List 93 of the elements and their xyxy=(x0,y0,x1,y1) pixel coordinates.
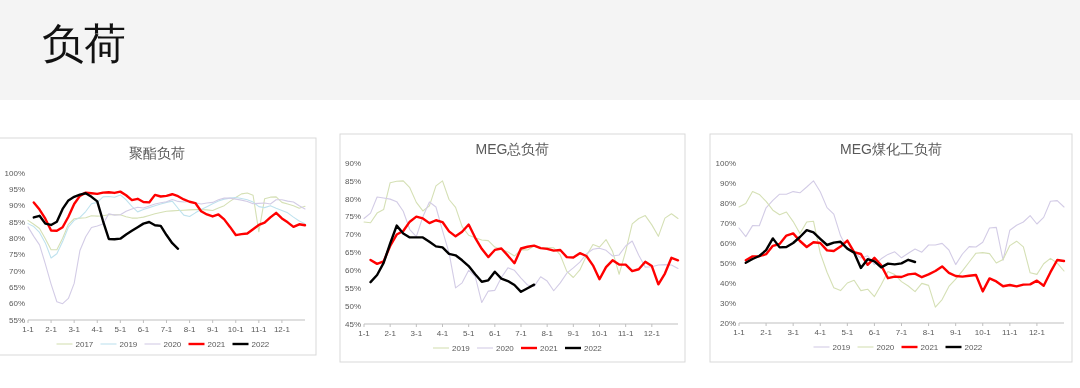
x-tick-label: 11-1 xyxy=(617,329,634,338)
y-tick-label: 90% xyxy=(719,178,736,188)
y-tick-label: 60% xyxy=(344,266,361,276)
y-tick-label: 80% xyxy=(344,194,361,204)
x-tick-label: 1-1 xyxy=(358,329,371,338)
y-tick-label: 65% xyxy=(344,248,361,258)
y-tick-label: 60% xyxy=(719,238,736,248)
y-tick-label: 45% xyxy=(344,319,361,329)
legend-label: 2021 xyxy=(207,340,226,349)
y-tick-label: 85% xyxy=(344,176,361,186)
line-series xyxy=(738,191,1065,308)
x-tick-label: 8-1 xyxy=(183,325,196,334)
legend-label: 2019 xyxy=(832,343,851,352)
y-tick-label: 80% xyxy=(719,198,736,208)
x-tick-label: 8-1 xyxy=(922,328,935,337)
text: 负荷 xyxy=(42,20,126,67)
y-tick-label: 50% xyxy=(344,301,361,311)
chart-title: 聚酯负荷 xyxy=(129,145,185,161)
y-tick-label: 85% xyxy=(8,217,25,227)
x-tick-label: 7-1 xyxy=(515,329,528,338)
legend-label: 2020 xyxy=(496,344,515,353)
x-tick-label: 4-1 xyxy=(91,325,104,334)
x-tick-label: 1-1 xyxy=(733,328,746,337)
x-tick-label: 10-1 xyxy=(974,328,992,337)
x-tick-label: 8-1 xyxy=(541,329,554,338)
x-tick-label: 11-1 xyxy=(251,325,268,334)
y-tick-label: 70% xyxy=(719,218,736,228)
x-tick-label: 2-1 xyxy=(45,325,58,334)
x-tick-label: 10-1 xyxy=(591,329,609,338)
y-tick-label: 90% xyxy=(8,201,25,211)
x-tick-label: 7-1 xyxy=(160,325,173,334)
x-tick-label: 10-1 xyxy=(227,325,245,334)
y-tick-label: 80% xyxy=(8,234,25,244)
legend-label: 2021 xyxy=(920,343,939,352)
y-tick-label: 55% xyxy=(8,315,25,325)
legend-label: 2022 xyxy=(584,344,603,353)
line-series xyxy=(363,196,679,304)
x-tick-label: 4-1 xyxy=(436,329,449,338)
line-series xyxy=(27,197,306,305)
legend-label: 2022 xyxy=(964,343,983,352)
y-tick-label: 100% xyxy=(4,168,25,178)
x-tick-label: 6-1 xyxy=(489,329,502,338)
legend-label: 2017 xyxy=(75,340,94,349)
y-tick-label: 30% xyxy=(719,298,736,308)
x-tick-label: 3-1 xyxy=(787,328,800,337)
x-tick-label: 5-1 xyxy=(462,329,475,338)
y-tick-label: 90% xyxy=(344,158,361,168)
x-tick-label: 2-1 xyxy=(760,328,773,337)
y-tick-label: 20% xyxy=(719,318,736,328)
line-series xyxy=(369,215,680,286)
y-tick-label: 50% xyxy=(719,258,736,268)
legend-label: 2020 xyxy=(163,340,182,349)
legend-label: 2022 xyxy=(251,340,270,349)
x-tick-label: 1-1 xyxy=(22,325,35,334)
x-tick-label: 5-1 xyxy=(114,325,127,334)
y-tick-label: 70% xyxy=(344,230,361,240)
y-tick-label: 55% xyxy=(344,284,361,294)
x-tick-label: 4-1 xyxy=(814,328,827,337)
x-tick-label: 9-1 xyxy=(206,325,219,334)
legend-label: 2020 xyxy=(876,343,895,352)
chart-title: MEG煤化工负荷 xyxy=(840,141,942,157)
y-tick-label: 95% xyxy=(8,185,25,195)
line-series xyxy=(744,232,1066,293)
y-tick-label: 40% xyxy=(719,278,736,288)
line-series xyxy=(744,229,917,270)
x-tick-label: 6-1 xyxy=(137,325,150,334)
y-tick-label: 70% xyxy=(8,266,25,276)
x-tick-label: 9-1 xyxy=(949,328,962,337)
x-tick-label: 12-1 xyxy=(643,329,661,338)
y-tick-label: 60% xyxy=(8,299,25,309)
legend-label: 2019 xyxy=(119,340,138,349)
y-tick-label: 65% xyxy=(8,283,25,293)
line-series xyxy=(369,224,536,293)
legend-label: 2021 xyxy=(540,344,559,353)
x-tick-label: 3-1 xyxy=(410,329,423,338)
chart-title: MEG总负荷 xyxy=(475,141,550,157)
x-tick-label: 9-1 xyxy=(567,329,580,338)
x-tick-label: 2-1 xyxy=(384,329,397,338)
x-tick-label: 5-1 xyxy=(841,328,854,337)
legend-label: 2019 xyxy=(452,344,471,353)
x-tick-label: 6-1 xyxy=(868,328,881,337)
line-series xyxy=(738,180,1065,266)
x-tick-label: 11-1 xyxy=(1002,328,1019,337)
line-series xyxy=(363,180,679,279)
x-tick-label: 7-1 xyxy=(895,328,908,337)
y-tick-label: 75% xyxy=(8,250,25,260)
x-tick-label: 12-1 xyxy=(1028,328,1046,337)
y-tick-label: 100% xyxy=(715,158,736,168)
x-tick-label: 3-1 xyxy=(68,325,81,334)
line-series xyxy=(32,192,180,250)
line-series xyxy=(32,190,307,237)
x-tick-label: 12-1 xyxy=(273,325,291,334)
y-tick-label: 75% xyxy=(344,212,361,222)
